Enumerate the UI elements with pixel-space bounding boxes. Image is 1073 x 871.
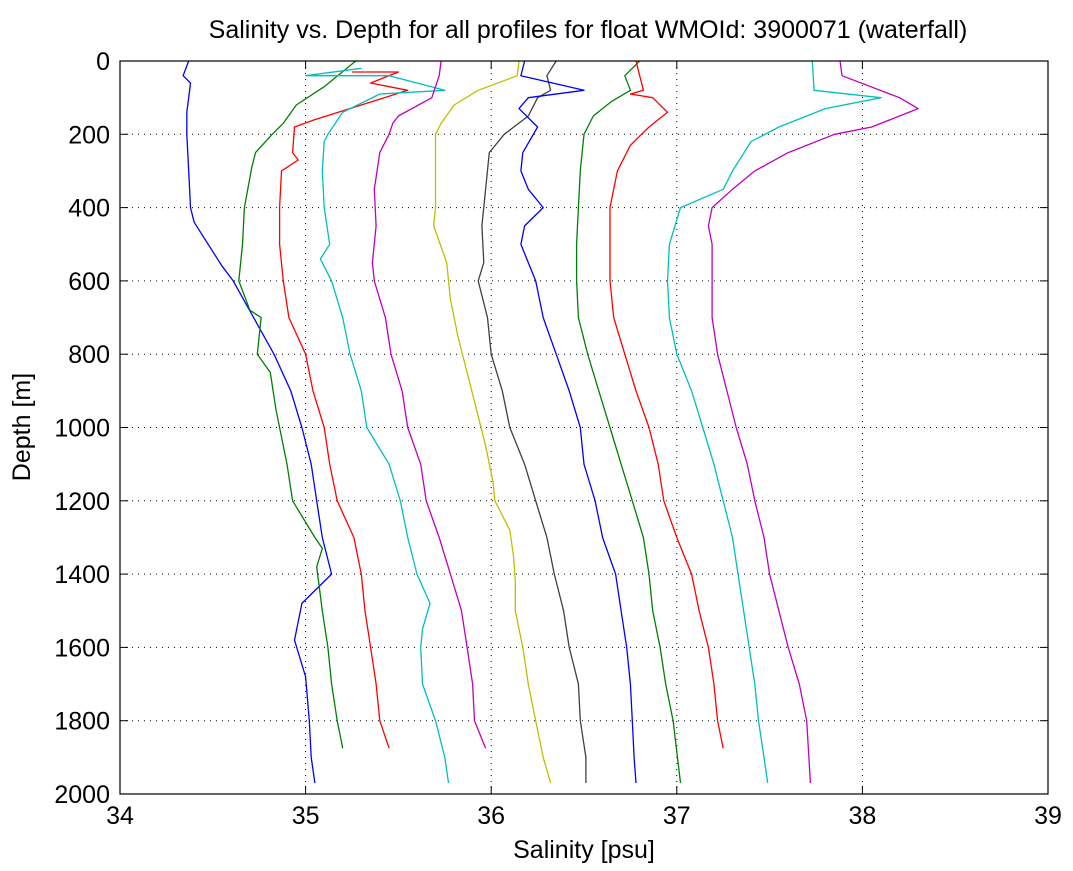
x-tick-label: 36 bbox=[477, 802, 505, 830]
y-tick-label: 1200 bbox=[54, 488, 110, 516]
y-axis-label: Depth [m] bbox=[8, 373, 36, 481]
y-tick-label: 400 bbox=[68, 195, 110, 223]
y-tick-label: 1800 bbox=[54, 708, 110, 736]
x-tick-label: 37 bbox=[663, 802, 691, 830]
profile-line-8 bbox=[518, 60, 637, 784]
profile-line-4 bbox=[304, 67, 450, 784]
x-tick-label: 39 bbox=[1034, 802, 1062, 830]
profile-line-10 bbox=[609, 60, 724, 749]
y-tick-label: 1000 bbox=[54, 415, 110, 443]
series-group bbox=[182, 60, 919, 784]
grid-lines bbox=[120, 61, 1048, 794]
y-tick-label: 800 bbox=[68, 341, 110, 369]
profile-line-5 bbox=[371, 60, 487, 749]
profile-line-2 bbox=[238, 60, 357, 749]
profile-line-7 bbox=[477, 60, 587, 783]
y-tick-label: 2000 bbox=[54, 781, 110, 809]
profile-line-3 bbox=[278, 71, 409, 749]
profile-line-11 bbox=[666, 60, 882, 784]
y-tick-label: 0 bbox=[96, 48, 110, 76]
y-tick-label: 1600 bbox=[54, 634, 110, 662]
plot-frame bbox=[119, 60, 1049, 795]
profile-line-6 bbox=[433, 60, 552, 784]
chart-title: Salinity vs. Depth for all profiles for … bbox=[209, 16, 968, 44]
profile-line-12 bbox=[707, 60, 919, 784]
axis-ticks: 34 35 36 37 38 39 0 200 400 600 800 1000 1200 1400 160… bbox=[54, 48, 1062, 830]
x-tick-label: 38 bbox=[848, 802, 876, 830]
y-tick-label: 1400 bbox=[54, 561, 110, 589]
x-tick-label: 35 bbox=[292, 802, 320, 830]
profile-line-1 bbox=[182, 60, 333, 784]
y-tick-label: 600 bbox=[68, 268, 110, 296]
x-tick-label: 34 bbox=[106, 802, 134, 830]
y-tick-label: 200 bbox=[68, 121, 110, 149]
x-axis-label: Salinity [psu] bbox=[513, 836, 655, 864]
profile-line-9 bbox=[575, 60, 682, 784]
